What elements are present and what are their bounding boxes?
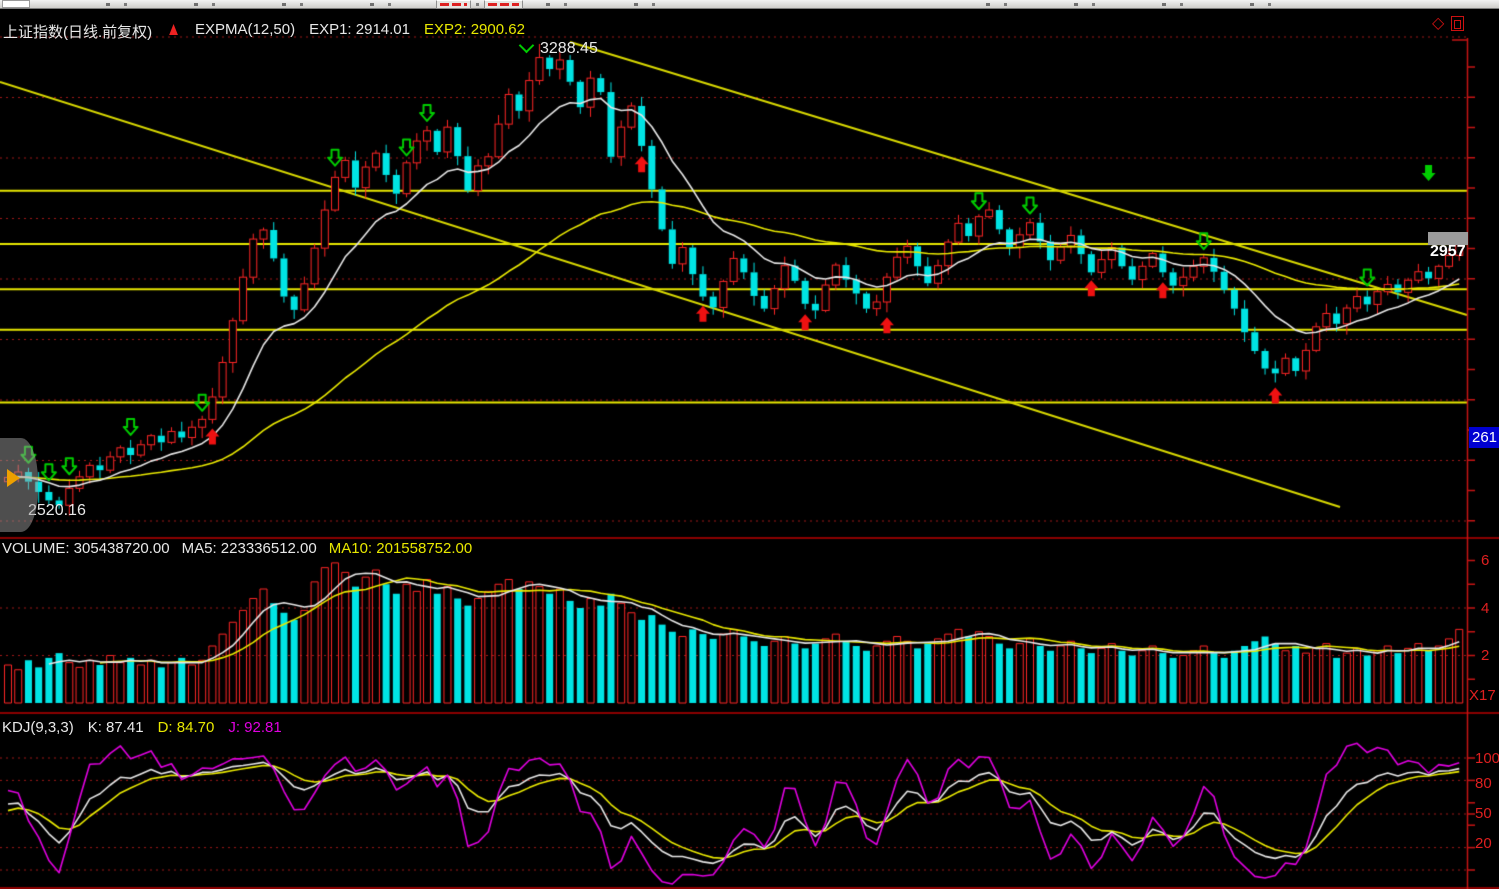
kdj-j-value: J: 92.81 <box>228 719 282 736</box>
kdj-axis-tick-20: 20 <box>1475 835 1492 852</box>
volume-ma5-value: MA5: 223336512.00 <box>181 540 317 557</box>
main-indicator-header: 上证指数(日线.前复权) ▲ EXPMA(12,50) EXP1: 2914.0… <box>3 18 525 42</box>
menu-clipped-text <box>80 3 700 6</box>
menu-button-red-1[interactable] <box>436 0 471 9</box>
menu-bar[interactable] <box>0 0 1499 9</box>
kdj-d-value: D: 84.70 <box>157 719 215 736</box>
exp1-value: EXP1: 2914.01 <box>309 21 410 38</box>
volume-axis-tick-6: 6 <box>1481 552 1490 569</box>
kdj-axis-tick-80: 80 <box>1475 775 1492 792</box>
play-triangle-icon[interactable] <box>7 469 20 487</box>
kdj-k-value: K: 87.41 <box>87 719 144 736</box>
window-icon[interactable] <box>1451 16 1464 31</box>
menu-clipped-text-right <box>960 3 1290 6</box>
peak-price-label: 3288.45 <box>540 40 598 57</box>
chart-canvas[interactable] <box>0 30 1499 889</box>
last-price-marker <box>1428 232 1468 245</box>
volume-axis-multiplier: X17 <box>1469 687 1496 704</box>
scroll-left-overlay[interactable] <box>0 438 38 532</box>
diamond-icon[interactable]: ◇ <box>1432 15 1445 32</box>
kdj-name[interactable]: KDJ(9,3,3) <box>2 719 74 736</box>
kdj-axis-tick-100: 100 <box>1475 750 1499 767</box>
volume-axis-tick-4: 4 <box>1481 600 1490 617</box>
indicator-name[interactable]: EXPMA(12,50) <box>195 21 296 38</box>
volume-axis-tick-2: 2 <box>1481 647 1490 664</box>
volume-ma10-value: MA10: 201558752.00 <box>328 540 473 557</box>
last-price-label: 2957 <box>1430 243 1466 260</box>
up-arrow-icon: ▲ <box>166 18 182 41</box>
volume-header: VOLUME: 305438720.00 MA5: 223336512.00 M… <box>2 540 472 557</box>
axis-blue-badge: 261 <box>1469 427 1499 448</box>
volume-value: VOLUME: 305438720.00 <box>2 540 170 557</box>
exp2-value: EXP2: 2900.62 <box>424 21 525 38</box>
menu-input-box[interactable] <box>2 0 30 8</box>
kdj-axis-tick-50: 50 <box>1475 805 1492 822</box>
trough-price-label: 2520.16 <box>28 502 86 519</box>
symbol-title: 上证指数(日线.前复权) <box>3 24 153 41</box>
menu-button-red-2[interactable] <box>484 0 523 9</box>
kdj-header: KDJ(9,3,3) K: 87.41 D: 84.70 J: 92.81 <box>2 719 282 736</box>
